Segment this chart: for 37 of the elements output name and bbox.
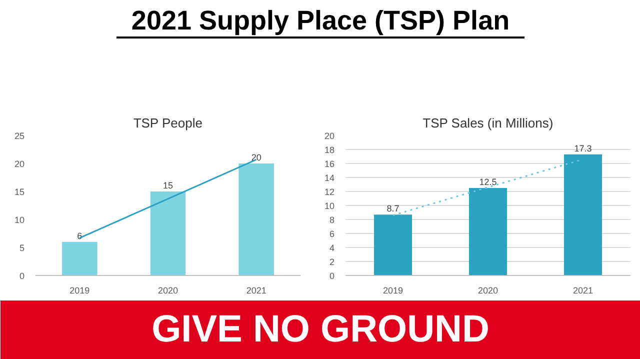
y-tick-label: 4 — [329, 243, 335, 253]
y-tick-label: 20 — [324, 131, 335, 141]
y-tick-label: 0 — [19, 271, 25, 281]
chart-title: TSP People — [133, 116, 202, 130]
y-tick-label: 15 — [14, 187, 25, 197]
x-tick-label: 2019 — [70, 286, 90, 296]
data-label: 12.5 — [479, 177, 497, 187]
x-tick-label: 2021 — [572, 286, 594, 296]
data-label: 15 — [162, 180, 174, 190]
y-tick-label: 2 — [329, 257, 335, 267]
y-tick-label: 6 — [329, 229, 335, 239]
x-tick-label: 2020 — [478, 286, 498, 296]
y-tick-label: 25 — [14, 131, 25, 141]
y-tick-label: 10 — [14, 215, 25, 225]
bar — [374, 214, 412, 276]
bar — [62, 242, 98, 276]
x-tick-label: 2019 — [382, 286, 404, 296]
bar — [469, 188, 507, 276]
y-tick-label: 12 — [324, 187, 335, 197]
data-label: 17.3 — [574, 143, 592, 154]
bar — [564, 154, 602, 276]
y-tick-label: 0 — [329, 271, 335, 281]
text: 2021 Supply Place (TSP) Plan — [131, 6, 510, 36]
y-tick-label: 14 — [324, 173, 335, 183]
data-label: 8.7 — [386, 204, 400, 214]
x-tick-label: 2021 — [246, 286, 266, 296]
y-tick-label: 8 — [329, 215, 335, 225]
bar — [238, 164, 274, 276]
y-tick-label: 18 — [324, 145, 335, 155]
chart-title: TSP Sales (in Millions) — [422, 116, 554, 130]
bar — [150, 192, 186, 276]
y-tick-label: 16 — [324, 159, 335, 169]
x-tick-label: 2020 — [158, 286, 178, 296]
y-tick-label: 5 — [19, 243, 25, 253]
y-tick-label: 20 — [14, 159, 25, 169]
text: GIVE NO GROUND — [152, 308, 490, 350]
y-tick-label: 10 — [324, 201, 335, 211]
